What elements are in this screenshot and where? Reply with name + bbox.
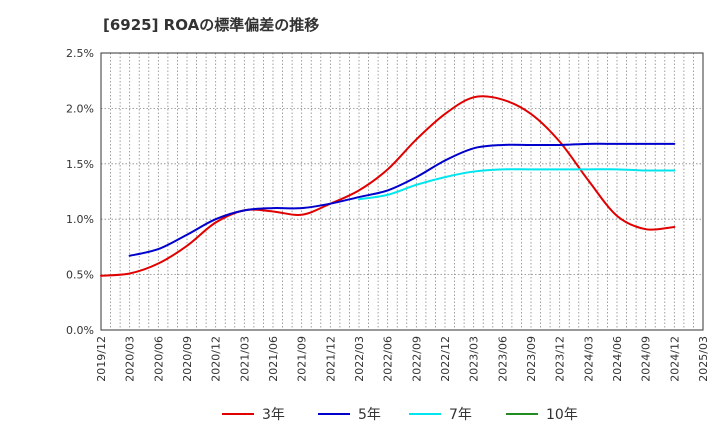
y-tick-label: 2.0%	[66, 102, 94, 115]
y-tick-label: 0.5%	[66, 269, 94, 282]
x-tick-label: 2023/03	[468, 336, 481, 382]
x-tick-label: 2024/03	[582, 336, 595, 382]
x-tick-label: 2021/12	[324, 336, 337, 382]
x-tick-label: 2021/09	[296, 336, 309, 382]
x-tick-label: 2022/06	[382, 336, 395, 382]
plot-area	[101, 53, 703, 330]
x-tick-label: 2023/06	[496, 336, 509, 382]
x-tick-label: 2021/06	[267, 336, 280, 382]
x-tick-label: 2023/09	[525, 336, 538, 382]
x-tick-label: 2020/12	[210, 336, 223, 382]
x-tick-label: 2022/03	[353, 336, 366, 382]
x-tick-label: 2019/12	[95, 336, 108, 382]
y-tick-label: 0.0%	[66, 324, 94, 337]
y-tick-label: 1.0%	[66, 213, 94, 226]
x-tick-label: 2022/09	[410, 336, 423, 382]
plot-frame	[100, 52, 704, 331]
x-tick-label: 2020/09	[181, 336, 194, 382]
y-tick-label: 2.5%	[66, 47, 94, 60]
x-tick-label: 2024/09	[640, 336, 653, 382]
x-tick-label: 2025/03	[697, 336, 710, 382]
x-tick-label: 2020/03	[124, 336, 137, 382]
legend-label-4: 10年	[546, 407, 578, 423]
x-tick-label: 2024/12	[668, 336, 681, 382]
x-tick-label: 2020/06	[152, 336, 165, 382]
x-tick-label: 2024/06	[611, 336, 624, 382]
legend-label-3: 7年	[449, 407, 472, 423]
x-tick-label: 2021/03	[238, 336, 251, 382]
y-tick-label: 1.5%	[66, 158, 94, 171]
series-line-3	[358, 168, 676, 201]
x-tick-label: 2023/12	[554, 336, 567, 382]
series-line-2	[128, 142, 676, 257]
x-tick-label: 2022/12	[439, 336, 452, 382]
legend-label-1: 3年	[262, 407, 285, 423]
chart-title: [6925] ROAの標準偏差の推移	[103, 16, 320, 34]
legend-label-2: 5年	[358, 407, 381, 423]
